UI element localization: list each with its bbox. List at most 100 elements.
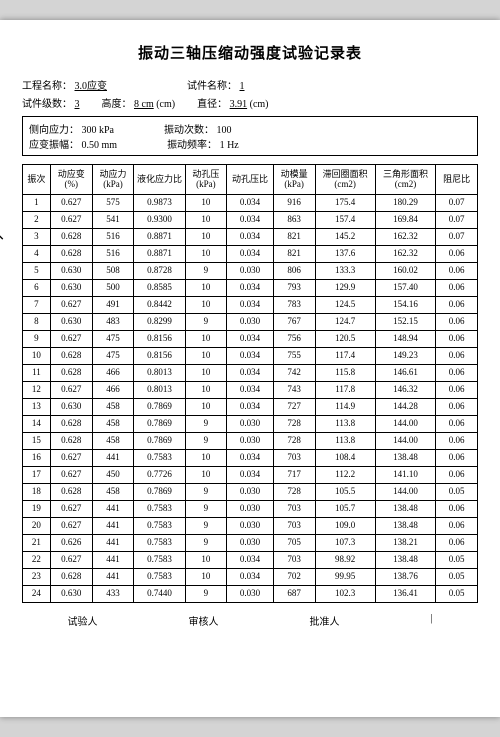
table-row: 200.6274410.758390.030703109.0138.480.06 [23,518,478,535]
table-cell: 0.07 [436,212,478,229]
table-row: 90.6274750.8156100.034756120.5148.940.06 [23,331,478,348]
table-cell: 0.06 [436,331,478,348]
table-cell: 7 [23,297,51,314]
table-cell: 129.9 [315,280,375,297]
table-cell: 0.627 [50,501,92,518]
table-cell: 0.8299 [134,314,185,331]
table-cell: 0.7726 [134,467,185,484]
table-cell: 148.94 [375,331,435,348]
table-cell: 10 [185,229,227,246]
table-cell: 441 [92,569,134,586]
table-cell: 441 [92,501,134,518]
table-cell: 475 [92,331,134,348]
table-cell: 0.06 [436,314,478,331]
table-row: 140.6284580.786990.030728113.8144.000.06 [23,416,478,433]
table-row: 220.6274410.7583100.03470398.92138.480.0… [23,552,478,569]
table-cell: 0.9873 [134,195,185,212]
table-cell: 0.05 [436,569,478,586]
table-cell: 441 [92,450,134,467]
table-row: 100.6284750.8156100.034755117.4149.230.0… [23,348,478,365]
table-cell: 491 [92,297,134,314]
table-row: 120.6274660.8013100.034743117.8146.320.0… [23,382,478,399]
table-cell: 0.034 [227,450,273,467]
table-cell: 0.06 [436,263,478,280]
table-cell: 4 [23,246,51,263]
column-header: 三角形面积(cm2) [375,165,435,195]
table-cell: 98.92 [315,552,375,569]
table-cell: 687 [273,586,315,603]
param-box: 侧向应力： 300 kPa 振动次数： 100 应变振幅： 0.50 mm 振动… [22,116,478,156]
table-cell: 109.0 [315,518,375,535]
column-header: 滞回圈面积(cm2) [315,165,375,195]
table-cell: 20 [23,518,51,535]
table-cell: 0.030 [227,484,273,501]
table-cell: 458 [92,399,134,416]
table-cell: 108.4 [315,450,375,467]
table-cell: 13 [23,399,51,416]
table-cell: 0.7869 [134,433,185,450]
table-row: 40.6285160.8871100.034821137.6162.320.06 [23,246,478,263]
table-cell: 145.2 [315,229,375,246]
table-cell: 0.7869 [134,416,185,433]
table-cell: 9 [185,501,227,518]
table-cell: 0.034 [227,229,273,246]
table-cell: 0.7583 [134,450,185,467]
table-cell: 138.48 [375,552,435,569]
table-cell: 24 [23,586,51,603]
column-header: 动孔压(kPa) [185,165,227,195]
table-cell: 146.32 [375,382,435,399]
table-cell: 0.06 [436,416,478,433]
column-header: 液化应力比 [134,165,185,195]
vib-count-label: 振动次数： [164,125,214,136]
table-cell: 0.034 [227,365,273,382]
table-cell: 138.76 [375,569,435,586]
table-cell: 105.5 [315,484,375,501]
table-cell: 10 [185,552,227,569]
table-cell: 0.8871 [134,229,185,246]
table-cell: 10 [185,212,227,229]
table-cell: 0.034 [227,399,273,416]
table-cell: 0.06 [436,382,478,399]
table-cell: 117.8 [315,382,375,399]
table-cell: 793 [273,280,315,297]
table-cell: 10 [185,280,227,297]
table-cell: 138.48 [375,501,435,518]
table-cell: 3 [23,229,51,246]
table-row: 30.6285160.8871100.034821145.2162.320.07 [23,229,478,246]
table-cell: 703 [273,518,315,535]
table-cell: 0.7583 [134,501,185,518]
table-cell: 0.7869 [134,399,185,416]
table-cell: 0.7583 [134,518,185,535]
footer-tester: 试验人 [67,613,97,628]
table-row: 110.6284660.8013100.034742115.8146.610.0… [23,365,478,382]
table-cell: 702 [273,569,315,586]
strain-amp-label: 应变振幅： [29,140,79,151]
table-cell: 9 [185,535,227,552]
table-cell: 0.034 [227,331,273,348]
table-cell: 541 [92,212,134,229]
table-cell: 450 [92,467,134,484]
height-label: 高度： [102,99,132,110]
table-cell: 180.29 [375,195,435,212]
table-cell: 483 [92,314,134,331]
table-cell: 0.8156 [134,331,185,348]
table-cell: 102.3 [315,586,375,603]
table-cell: 0.628 [50,569,92,586]
table-cell: 8 [23,314,51,331]
project-label: 工程名称： [22,81,72,92]
table-cell: 0.628 [50,246,92,263]
page-title: 振动三轴压缩动强度试验记录表 [22,42,478,63]
table-cell: 1 [23,195,51,212]
table-cell: 806 [273,263,315,280]
table-cell: 0.06 [436,433,478,450]
table-cell: 0.030 [227,535,273,552]
table-cell: 105.7 [315,501,375,518]
table-cell: 0.06 [436,535,478,552]
table-cell: 0.8871 [134,246,185,263]
sample-count-label: 试件级数： [22,99,72,110]
table-cell: 99.95 [315,569,375,586]
table-cell: 9 [185,484,227,501]
meta-row-1: 工程名称： 3.0应变 试件名称： 1 [22,77,478,92]
table-cell: 0.630 [50,586,92,603]
table-cell: 10 [185,467,227,484]
